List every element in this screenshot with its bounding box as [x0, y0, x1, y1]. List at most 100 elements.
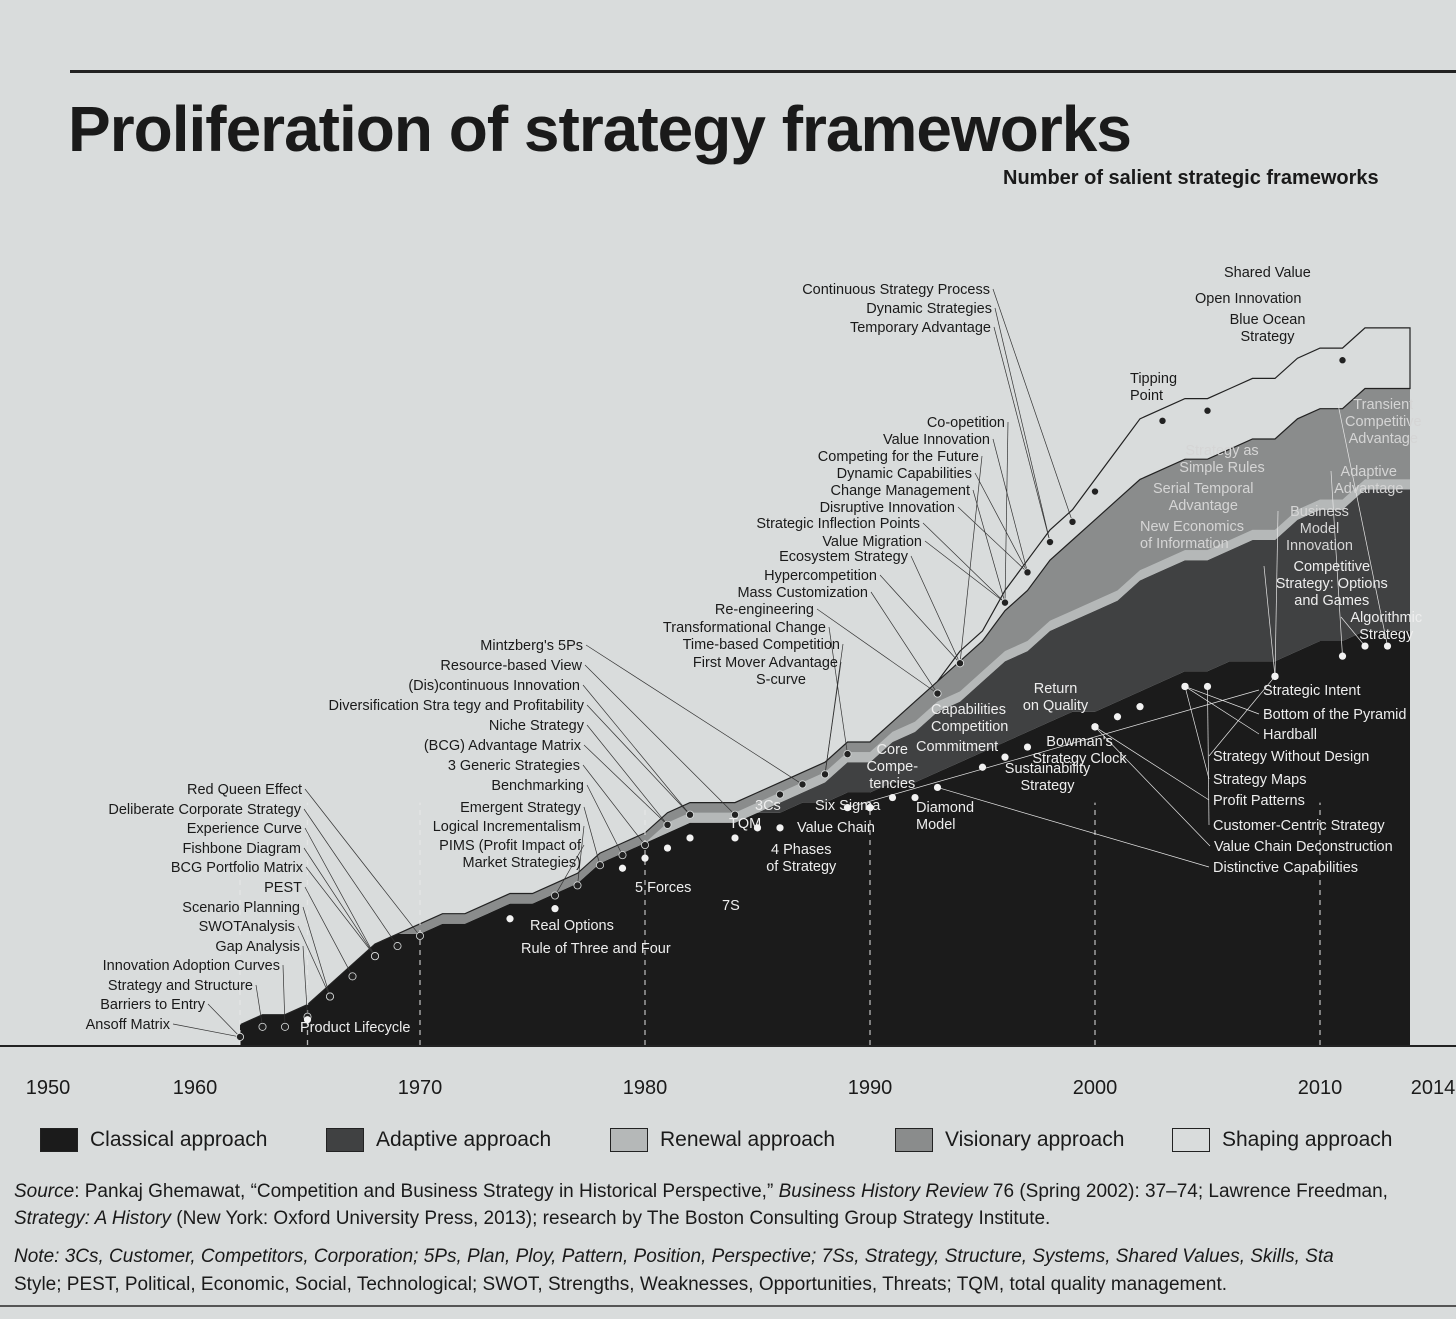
framework-label-line: Resource-based View [440, 658, 582, 674]
framework-label: (BCG) Advantage Matrix [424, 738, 582, 754]
leader-line [584, 664, 736, 815]
framework-label-line: Advantage [1334, 481, 1403, 497]
framework-label-line: Value Innovation [883, 432, 990, 448]
framework-label: Strategic Intent [1263, 683, 1361, 699]
framework-label-line: Strategy [1021, 778, 1076, 794]
legend-label: Adaptive approach [376, 1128, 552, 1151]
source-book: Strategy: A History [14, 1208, 171, 1229]
source-note: Source: Pankaj Ghemawat, “Competition an… [14, 1178, 1444, 1232]
framework-label-line: Simple Rules [1179, 460, 1264, 476]
framework-label: Fishbone Diagram [183, 841, 301, 857]
framework-label-line: Customer-Centric Strategy [1213, 818, 1385, 834]
framework-label: Bottom of the Pyramid [1263, 707, 1406, 723]
footnote: Note: 3Cs, Customer, Competitors, Corpor… [14, 1243, 1450, 1299]
framework-dot [551, 905, 559, 913]
framework-label-line: 4 Phases [771, 842, 831, 858]
framework-label: Hardball [1263, 727, 1317, 743]
framework-label-line: Scenario Planning [182, 900, 300, 916]
framework-label-line: Disruptive Innovation [820, 500, 955, 516]
framework-label: Mass Customization [737, 585, 868, 601]
leader-line [554, 844, 585, 896]
decade-markers [239, 802, 1321, 1045]
framework-dot [506, 915, 514, 923]
framework-label-line: Time-based Competition [683, 637, 840, 653]
leader-line [1004, 421, 1009, 603]
leader-line [303, 808, 398, 947]
legend-swatch [1172, 1128, 1210, 1152]
framework-label-line: Diamond [916, 800, 974, 816]
framework-dot [731, 810, 740, 819]
framework-label-line: Advantage [1349, 431, 1418, 447]
framework-label: Red Queen Effect [187, 782, 302, 798]
framework-dot [1203, 682, 1212, 691]
chart-subtitle: Number of salient strategic frameworks [1003, 167, 1379, 189]
framework-label-line: Benchmarking [491, 778, 584, 794]
framework-label: Tipping Point [1130, 371, 1177, 404]
framework-label-line: Business [1290, 504, 1349, 520]
framework-label-line: Strategy as [1185, 443, 1258, 459]
framework-label: Competing for the Future [818, 449, 979, 465]
legend-item: Shaping approach [1172, 1128, 1392, 1152]
framework-label-line: Continuous Strategy Process [802, 282, 990, 298]
framework-label: Serial Temporal Advantage [1153, 481, 1253, 514]
legend: Classical approach Adaptive approach Renew… [0, 1128, 1456, 1164]
x-axis-ticks: 1950 1960 1970 1980 1990 2000 2010 2014 [26, 1077, 1456, 1099]
framework-label: Strategy as Simple Rules [1179, 443, 1264, 476]
framework-label-line: Strategy Without Design [1213, 749, 1369, 765]
leader-line [1094, 726, 1210, 801]
framework-label-line: New Economics [1140, 519, 1244, 535]
leader-line [304, 827, 376, 957]
stacked-area-chart: Ansoff Matrix Barriers to Entry Strategy a… [0, 265, 1456, 1099]
leader-line [828, 626, 848, 755]
framework-label-line: Innovation Adoption Curves [103, 958, 280, 974]
framework-dot [663, 844, 672, 852]
framework-label-line: Capabilities [931, 702, 1006, 718]
framework-label: SWOTAnalysis [199, 919, 295, 935]
framework-label: Algorithmic Strategy [1350, 610, 1422, 643]
framework-label-line: Rule of Three and Four [521, 941, 671, 957]
annotation-leader-lines [172, 288, 1388, 1038]
framework-label-line: First Mover Advantage [693, 655, 838, 671]
framework-label: Capabilities Competition [931, 702, 1008, 735]
framework-dot [753, 824, 762, 832]
leader-line [1263, 565, 1276, 677]
framework-label: Competitive Strategy: Options and Games [1276, 559, 1388, 609]
framework-label-line: Sustainability [1005, 761, 1091, 777]
framework-label: Value Migration [822, 534, 922, 550]
leader-line [1330, 470, 1343, 657]
framework-label: Customer-Centric Strategy [1213, 818, 1385, 834]
framework-label: Diamond Model [916, 800, 974, 833]
framework-label: Scenario Planning [182, 900, 300, 916]
legend-label: Classical approach [90, 1128, 268, 1151]
leader-line [992, 438, 1028, 573]
framework-label-line: Open Innovation [1195, 291, 1301, 307]
leader-line [582, 764, 646, 846]
x-tick-label: 1980 [623, 1077, 668, 1099]
leader-line [959, 455, 983, 664]
framework-dot [843, 804, 852, 812]
leader-line [937, 787, 1210, 868]
framework-label-line: Bottom of the Pyramid [1263, 707, 1406, 723]
framework-label: Niche Strategy [489, 718, 585, 734]
x-tick-label: 2000 [1073, 1077, 1118, 1099]
leader-line [993, 326, 1051, 543]
legend-swatch [40, 1128, 78, 1152]
framework-dot [776, 790, 785, 799]
framework-label: Open Innovation [1195, 291, 1301, 307]
leader-line [1337, 403, 1388, 647]
framework-label-line: 3 Generic Strategies [448, 758, 580, 774]
area-layers [239, 327, 1411, 1045]
framework-dot [618, 864, 627, 872]
framework-label: Mintzberg's 5Ps [480, 638, 583, 654]
framework-label: Change Management [831, 483, 970, 499]
framework-label: Real Options [530, 918, 614, 934]
source-label: Source [14, 1181, 75, 1202]
framework-label-line: Strategy Clock [1032, 751, 1127, 767]
leader-line [582, 684, 691, 815]
top-rule [70, 70, 1456, 73]
x-tick-label: 2014 [1411, 1077, 1456, 1099]
leader-line [304, 788, 421, 937]
framework-dot [370, 952, 379, 961]
legend-item: Adaptive approach [326, 1128, 551, 1152]
leader-line [1208, 676, 1276, 757]
